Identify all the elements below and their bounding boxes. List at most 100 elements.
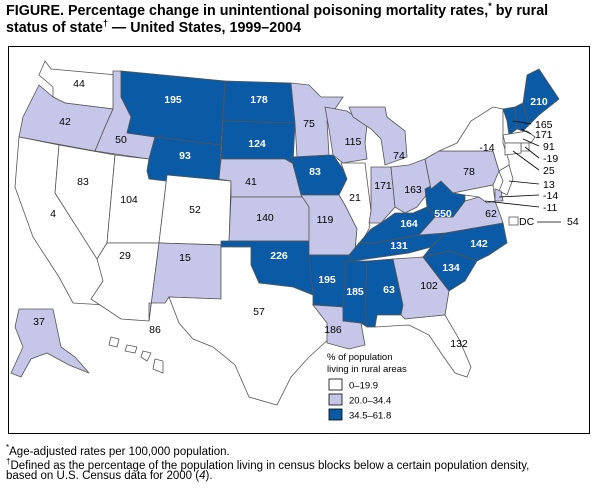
footnote-2: †Defined as the percentage of the popula…	[6, 455, 596, 473]
footnote-2-text-line2-post: ).	[205, 470, 213, 482]
state-value-il: 21	[349, 192, 361, 204]
state-shape-nj	[498, 164, 514, 196]
state-shape-me	[522, 68, 560, 126]
state-shape-mi	[348, 106, 408, 166]
dc-label-group: DC	[519, 216, 535, 228]
state-value-pa: 78	[463, 166, 475, 178]
state-shape-fl	[374, 314, 472, 378]
state-value-co: 52	[189, 204, 201, 216]
state-value-tx: 57	[253, 306, 265, 318]
state-value-az: 29	[119, 250, 131, 262]
legend-title-line2: living in rural areas	[327, 364, 407, 375]
state-value-nm: 15	[179, 252, 191, 264]
state-value-oh: 163	[404, 184, 422, 196]
legend-swatch-dark	[328, 408, 343, 421]
leader-nh	[520, 128, 532, 135]
state-value-mn: 75	[303, 118, 315, 130]
state-value-ny: -14	[479, 142, 494, 154]
map-frame: 44 42 50 4 83 104 29 195 93 52 15 178 124 41 140 226 57 7…	[8, 46, 590, 434]
state-value-al: 63	[383, 284, 395, 296]
footnote-1-mark: *	[6, 443, 10, 452]
state-shape-nh	[514, 102, 530, 132]
legend-swatch-light	[328, 378, 343, 391]
state-value-ms: 185	[346, 286, 364, 298]
state-value-md: -11	[543, 202, 558, 214]
label-leader-lines	[484, 120, 561, 223]
legend-label-mid: 20.0–34.4	[349, 396, 391, 407]
legend-label-dark: 34.5–61.8	[349, 411, 391, 422]
leader-md	[484, 200, 540, 208]
state-value-la: 186	[324, 324, 342, 336]
state-value-nv: 83	[77, 176, 89, 188]
state-shape-mt	[120, 70, 226, 146]
leader-de	[498, 194, 540, 198]
state-value-dc: 54	[567, 216, 579, 228]
legend: % of population living in rural areas 0–…	[327, 352, 407, 422]
us-choropleth-map: 44 42 50 4 83 104 29 195 93 52 15 178 124 41 140 226 57 7…	[10, 60, 579, 422]
leader-nj	[508, 180, 540, 185]
title-footnote-mark-2: †	[102, 18, 108, 29]
state-value-ma: 91	[543, 141, 555, 153]
state-shape-de	[494, 188, 504, 202]
state-shape-hi-4	[152, 358, 164, 374]
footnote-1: *Age-adjusted rates per 100,000 populati…	[6, 441, 596, 459]
state-value-ne: 41	[245, 176, 257, 188]
legend-title-line1: % of population	[327, 352, 393, 363]
footnote-2-cont: based on U.S. Census data for 2000 (4).	[6, 469, 596, 483]
state-value-ct: 25	[543, 165, 555, 177]
legend-swatch-mid	[328, 393, 343, 406]
state-value-ca: 4	[50, 208, 56, 220]
footnote-2-reference: 4	[199, 470, 206, 482]
state-value-tn: 131	[390, 240, 408, 252]
state-shape-vt	[502, 106, 518, 136]
state-value-wy: 93	[179, 150, 191, 162]
footnote-2-mark: †	[6, 457, 11, 466]
state-shape-in	[368, 166, 396, 224]
state-shape-hi-3	[140, 350, 152, 362]
state-value-ar: 195	[318, 274, 336, 286]
state-value-nj: 13	[543, 179, 555, 191]
state-value-id: 50	[115, 134, 127, 146]
state-value-ks: 140	[256, 212, 274, 224]
state-shape-wy	[146, 136, 222, 188]
state-shapes	[10, 60, 560, 406]
state-value-vt: 165	[535, 119, 553, 131]
state-value-in: 171	[374, 180, 392, 192]
state-shape-hi	[108, 336, 120, 348]
state-value-mt: 195	[164, 94, 182, 106]
footnote-1-text: Age-adjusted rates per 100,000 populatio…	[9, 445, 230, 458]
state-shape-ma	[502, 130, 536, 144]
state-shape-ny	[438, 106, 510, 172]
state-value-ak: 37	[33, 316, 45, 328]
state-shape-oh	[390, 158, 432, 214]
dc-label: DC	[519, 216, 535, 228]
state-value-labels: 44 42 50 4 83 104 29 195 93 52 15 178 124 41 140 226 57 7…	[33, 78, 579, 350]
state-shape-ak	[10, 308, 90, 378]
state-value-ut: 104	[120, 194, 138, 206]
state-value-sd: 124	[248, 138, 266, 150]
title-suffix: — United States, 1999–2004	[107, 20, 302, 36]
state-value-mo: 119	[317, 214, 334, 226]
legend-label-light: 0–19.9	[349, 381, 378, 392]
state-shape-ct	[504, 142, 522, 156]
state-shape-mn	[290, 82, 344, 158]
state-value-ok: 226	[270, 250, 288, 262]
footnote-2-text-line1: Defined as the percentage of the populat…	[10, 459, 530, 472]
state-value-wi: 115	[345, 136, 362, 148]
state-value-ga: 102	[420, 280, 438, 292]
state-value-nh: 171	[535, 129, 553, 141]
legend-items: 0–19.9 20.0–34.4 34.5–61.8	[328, 378, 391, 422]
state-value-hi: 86	[149, 324, 161, 336]
state-value-me: 210	[530, 96, 548, 108]
state-value-va: 62	[485, 208, 497, 220]
state-shape-dc	[508, 216, 519, 226]
title-prefix: FIGURE. Percentage change in unintention…	[6, 3, 489, 19]
title-middle: by rural status of state	[6, 3, 549, 36]
state-value-wa: 44	[73, 78, 85, 90]
state-value-ky: 164	[400, 218, 418, 230]
leader-ri	[524, 146, 540, 159]
footnote-2-text-line2-pre: based on U.S. Census data for 2000 (	[6, 470, 200, 482]
title-footnote-mark-1: *	[488, 1, 492, 12]
figure-title: FIGURE. Percentage change in unintention…	[6, 1, 594, 37]
state-shape-tx	[168, 246, 332, 406]
